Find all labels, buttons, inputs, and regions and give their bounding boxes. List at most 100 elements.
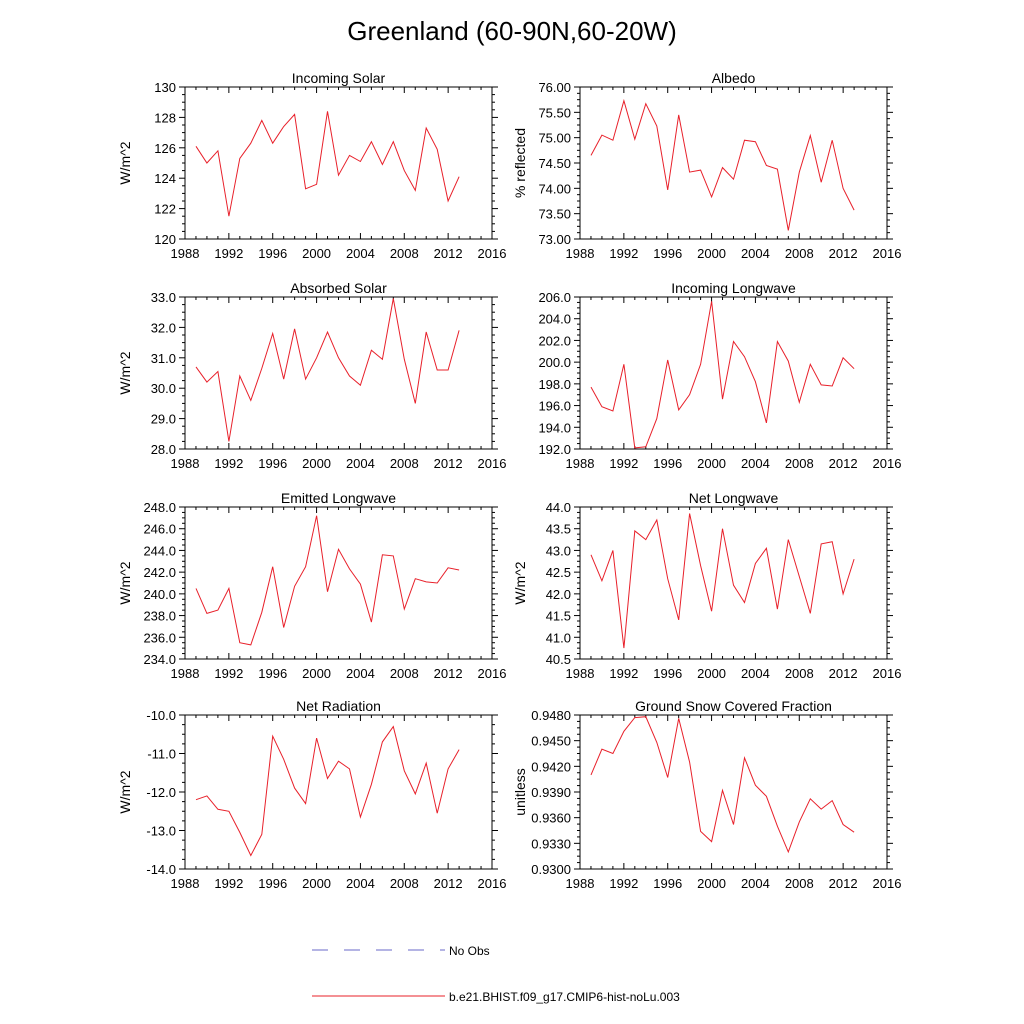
x-tick-label: 2008	[390, 876, 419, 891]
y-axis-label: W/m^2	[117, 351, 133, 394]
y-axis-label: W/m^2	[117, 141, 133, 184]
x-tick-label: 1988	[171, 876, 200, 891]
x-tick-label: 1988	[566, 666, 595, 681]
x-tick-label: 2012	[434, 666, 463, 681]
x-tick-label: 2000	[302, 666, 331, 681]
x-tick-label: 2004	[346, 456, 375, 471]
panel-0: Incoming Solar W/m^2 1988 1992 1996 2000 2004 2…	[117, 70, 506, 261]
y-tick-label: 242.0	[143, 565, 176, 580]
x-tick-label: 2008	[390, 666, 419, 681]
x-tick-label: 2004	[741, 246, 770, 261]
y-axis-label: W/m^2	[117, 770, 133, 813]
x-tick-label: 1988	[171, 246, 200, 261]
x-tick-label: 2000	[302, 456, 331, 471]
x-tick-label: 2012	[434, 876, 463, 891]
y-tick-label: -13.0	[146, 824, 176, 839]
x-tick-label: 1992	[214, 456, 243, 471]
y-tick-label: 234.0	[143, 652, 176, 667]
y-tick-label: 130	[154, 80, 176, 95]
y-tick-label: 73.00	[538, 232, 571, 247]
y-tick-label: 202.0	[538, 333, 571, 348]
series-line	[195, 725, 460, 857]
x-tick-label: 1988	[171, 666, 200, 681]
x-tick-label: 1996	[258, 666, 287, 681]
y-tick-label: 0.9360	[531, 811, 571, 826]
y-tick-label: 122	[154, 202, 176, 217]
y-tick-label: 40.5	[546, 652, 571, 667]
y-tick-label: 74.00	[538, 181, 571, 196]
plot-frame	[184, 714, 493, 870]
x-tick-label: 2008	[785, 246, 814, 261]
legend: No Obs b.e21.BHIST.f09_g17.CMIP6-hist-no…	[312, 944, 680, 1004]
series-line	[590, 716, 855, 854]
y-tick-label: 0.9450	[531, 734, 571, 749]
panel-3: Incoming Longwave 1988 1992 1996 2000 2004 200…	[538, 280, 901, 471]
x-tick-label: 1996	[653, 666, 682, 681]
figure-title: Greenland (60-90N,60-20W)	[347, 16, 677, 46]
series-line	[590, 513, 855, 649]
y-tick-label: -12.0	[146, 785, 176, 800]
plot-frame	[184, 86, 493, 240]
y-tick-label: 76.00	[538, 80, 571, 95]
series-line	[195, 298, 460, 442]
x-tick-label: 2000	[302, 246, 331, 261]
y-tick-label: 75.50	[538, 105, 571, 120]
y-tick-label: -14.0	[146, 862, 176, 877]
y-tick-label: 0.9330	[531, 836, 571, 851]
plot-frame	[579, 296, 888, 450]
x-tick-label: 1996	[258, 456, 287, 471]
panel-title: Incoming Solar	[292, 70, 386, 86]
legend-label-no-obs: No Obs	[449, 944, 490, 958]
x-tick-label: 2008	[390, 456, 419, 471]
x-tick-label: 2012	[829, 246, 858, 261]
x-tick-label: 2016	[873, 246, 902, 261]
x-tick-label: 2004	[346, 246, 375, 261]
y-tick-label: -11.0	[147, 747, 176, 762]
y-tick-label: 204.0	[538, 312, 571, 327]
x-tick-label: 2016	[873, 456, 902, 471]
y-tick-label: 29.0	[151, 412, 176, 427]
series-line	[195, 515, 460, 646]
x-tick-label: 1996	[653, 876, 682, 891]
y-tick-label: 31.0	[151, 351, 176, 366]
x-tick-label: 1988	[171, 456, 200, 471]
x-tick-label: 2004	[741, 876, 770, 891]
x-tick-label: 2016	[478, 666, 507, 681]
panel-title: Emitted Longwave	[281, 490, 396, 506]
panel-7: Ground Snow Covered Fraction unitless 1988…	[512, 698, 901, 891]
x-tick-label: 2000	[697, 456, 726, 471]
panel-6: Net Radiation W/m^2 1988 1992 1996 2000 2004 20…	[117, 698, 506, 891]
x-tick-label: 2000	[697, 246, 726, 261]
y-tick-label: 248.0	[143, 500, 176, 515]
y-tick-label: 126	[154, 141, 176, 156]
x-tick-label: 1996	[258, 246, 287, 261]
x-tick-label: 1992	[214, 876, 243, 891]
y-tick-label: 128	[154, 110, 176, 125]
x-tick-label: 1992	[609, 456, 638, 471]
y-tick-label: 0.9300	[531, 862, 571, 877]
panel-title: Absorbed Solar	[290, 280, 387, 296]
y-tick-label: 42.5	[546, 565, 571, 580]
y-tick-label: 73.50	[538, 207, 571, 222]
x-tick-label: 1992	[609, 666, 638, 681]
y-axis-label: W/m^2	[512, 561, 528, 604]
x-tick-label: 1996	[653, 456, 682, 471]
x-tick-label: 1992	[609, 876, 638, 891]
x-tick-label: 1992	[609, 246, 638, 261]
legend-item-no-obs: No Obs	[312, 944, 490, 958]
series-line	[195, 111, 460, 217]
x-tick-label: 2012	[434, 456, 463, 471]
x-tick-label: 2016	[873, 666, 902, 681]
x-tick-label: 2004	[346, 666, 375, 681]
y-axis-label: % reflected	[512, 128, 528, 198]
y-tick-label: 74.50	[538, 156, 571, 171]
y-tick-label: 206.0	[538, 290, 571, 305]
y-tick-label: 41.5	[546, 609, 571, 624]
x-tick-label: 1992	[214, 246, 243, 261]
series-line	[590, 98, 855, 231]
plot-frame	[184, 506, 493, 660]
panel-1: Albedo % reflected 1988 1992 1996 2000 2004 200…	[512, 70, 901, 261]
x-tick-label: 2012	[829, 456, 858, 471]
x-tick-label: 2000	[697, 876, 726, 891]
